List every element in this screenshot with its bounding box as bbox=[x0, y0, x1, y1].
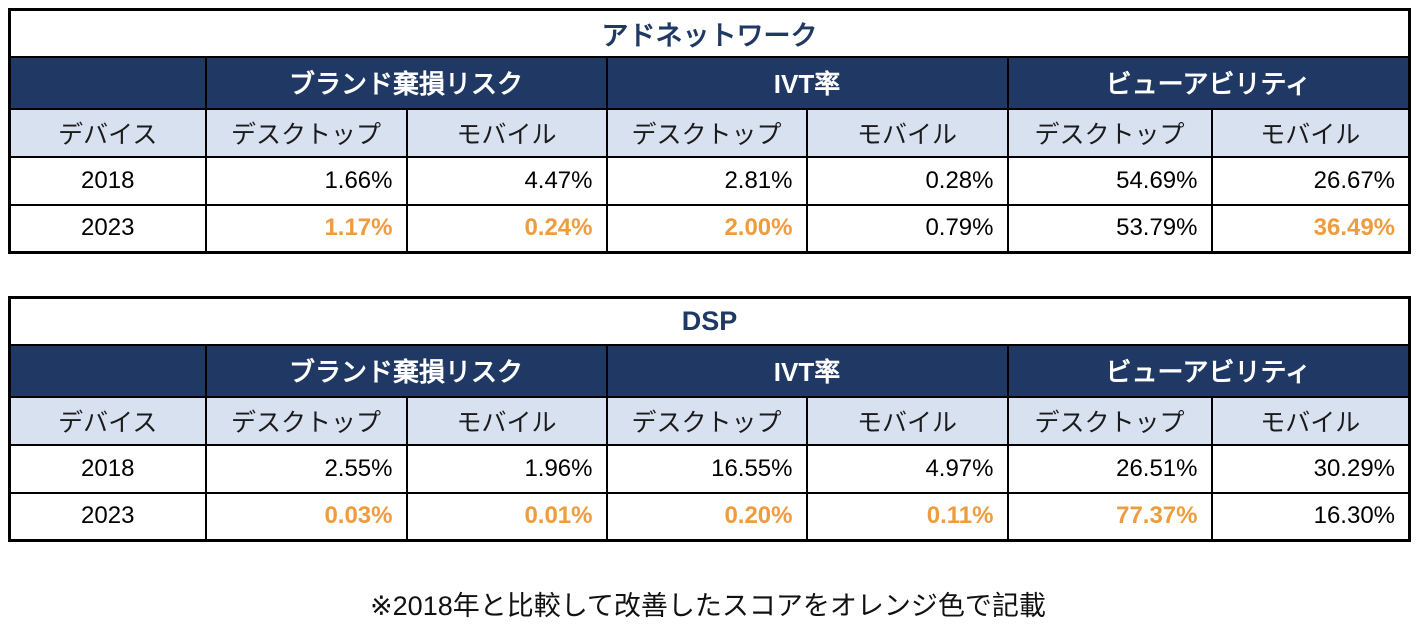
value-cell: 30.29% bbox=[1210, 443, 1411, 494]
table-row-2018: 2018 1.66% 4.47% 2.81% 0.28% 54.69% 26.6… bbox=[8, 155, 1411, 206]
table-title: アドネットワーク bbox=[8, 8, 1411, 58]
subheader-cell: デスクトップ bbox=[605, 395, 808, 446]
value-cell: 0.11% bbox=[805, 491, 1009, 542]
value-cell: 77.37% bbox=[1006, 491, 1213, 542]
group-header-spacer bbox=[8, 343, 207, 398]
table-title-row: DSP bbox=[8, 296, 1411, 346]
value-cell: 36.49% bbox=[1210, 203, 1411, 254]
value-cell: 1.96% bbox=[405, 443, 608, 494]
value-cell: 1.17% bbox=[204, 203, 408, 254]
group-header-row: ブランド棄損リスク IVT率 ビューアビリティ bbox=[8, 343, 1411, 398]
value-cell: 26.67% bbox=[1210, 155, 1411, 206]
subheader-cell: モバイル bbox=[1210, 107, 1411, 158]
group-header-spacer bbox=[8, 55, 207, 110]
subheader-cell: モバイル bbox=[1210, 395, 1411, 446]
subheader-cell: デスクトップ bbox=[204, 395, 408, 446]
subheader-cell: モバイル bbox=[805, 395, 1009, 446]
group-header-ivt-rate: IVT率 bbox=[605, 55, 1009, 110]
value-cell: 4.97% bbox=[805, 443, 1009, 494]
value-cell: 0.79% bbox=[805, 203, 1009, 254]
group-header-brand-risk: ブランド棄損リスク bbox=[204, 343, 608, 398]
subheader-cell: デスクトップ bbox=[1006, 395, 1213, 446]
value-cell: 0.20% bbox=[605, 491, 808, 542]
value-cell: 16.55% bbox=[605, 443, 808, 494]
footnote: ※2018年と比較して改善したスコアをオレンジ色で記載 bbox=[370, 591, 1046, 621]
dsp-table: DSP ブランド棄損リスク IVT率 ビューアビリティ デバイス デスクトップ … bbox=[8, 296, 1412, 542]
subheader-cell: デスクトップ bbox=[204, 107, 408, 158]
slide: アドネットワーク ブランド棄損リスク IVT率 ビューアビリティ デバイス デス… bbox=[8, 8, 1412, 621]
value-cell: 2.81% bbox=[605, 155, 808, 206]
subheader-row: デバイス デスクトップ モバイル デスクトップ モバイル デスクトップ モバイル bbox=[8, 395, 1411, 446]
table-row-2018: 2018 2.55% 1.96% 16.55% 4.97% 26.51% 30.… bbox=[8, 443, 1411, 494]
subheader-cell: デスクトップ bbox=[605, 107, 808, 158]
value-cell: 0.28% bbox=[805, 155, 1009, 206]
value-cell: 0.03% bbox=[204, 491, 408, 542]
group-header-viewability: ビューアビリティ bbox=[1006, 55, 1411, 110]
table-title-row: アドネットワーク bbox=[8, 8, 1411, 58]
subheader-row: デバイス デスクトップ モバイル デスクトップ モバイル デスクトップ モバイル bbox=[8, 107, 1411, 158]
value-cell: 1.66% bbox=[204, 155, 408, 206]
group-header-viewability: ビューアビリティ bbox=[1006, 343, 1411, 398]
year-cell: 2023 bbox=[8, 491, 207, 542]
value-cell: 4.47% bbox=[405, 155, 608, 206]
value-cell: 54.69% bbox=[1006, 155, 1213, 206]
table-title: DSP bbox=[8, 296, 1411, 346]
value-cell: 2.55% bbox=[204, 443, 408, 494]
value-cell: 26.51% bbox=[1006, 443, 1213, 494]
year-cell: 2018 bbox=[8, 443, 207, 494]
year-cell: 2023 bbox=[8, 203, 207, 254]
subheader-cell: モバイル bbox=[405, 107, 608, 158]
group-header-ivt-rate: IVT率 bbox=[605, 343, 1009, 398]
value-cell: 0.01% bbox=[405, 491, 608, 542]
value-cell: 53.79% bbox=[1006, 203, 1213, 254]
value-cell: 2.00% bbox=[605, 203, 808, 254]
subheader-cell: デスクトップ bbox=[1006, 107, 1213, 158]
year-cell: 2018 bbox=[8, 155, 207, 206]
value-cell: 16.30% bbox=[1210, 491, 1411, 542]
table-row-2023: 2023 0.03% 0.01% 0.20% 0.11% 77.37% 16.3… bbox=[8, 491, 1411, 542]
group-header-brand-risk: ブランド棄損リスク bbox=[204, 55, 608, 110]
table-row-2023: 2023 1.17% 0.24% 2.00% 0.79% 53.79% 36.4… bbox=[8, 203, 1411, 254]
device-header-cell: デバイス bbox=[8, 107, 207, 158]
value-cell: 0.24% bbox=[405, 203, 608, 254]
device-header-cell: デバイス bbox=[8, 395, 207, 446]
subheader-cell: モバイル bbox=[405, 395, 608, 446]
subheader-cell: モバイル bbox=[805, 107, 1009, 158]
group-header-row: ブランド棄損リスク IVT率 ビューアビリティ bbox=[8, 55, 1411, 110]
ad-network-table: アドネットワーク ブランド棄損リスク IVT率 ビューアビリティ デバイス デス… bbox=[8, 8, 1412, 254]
